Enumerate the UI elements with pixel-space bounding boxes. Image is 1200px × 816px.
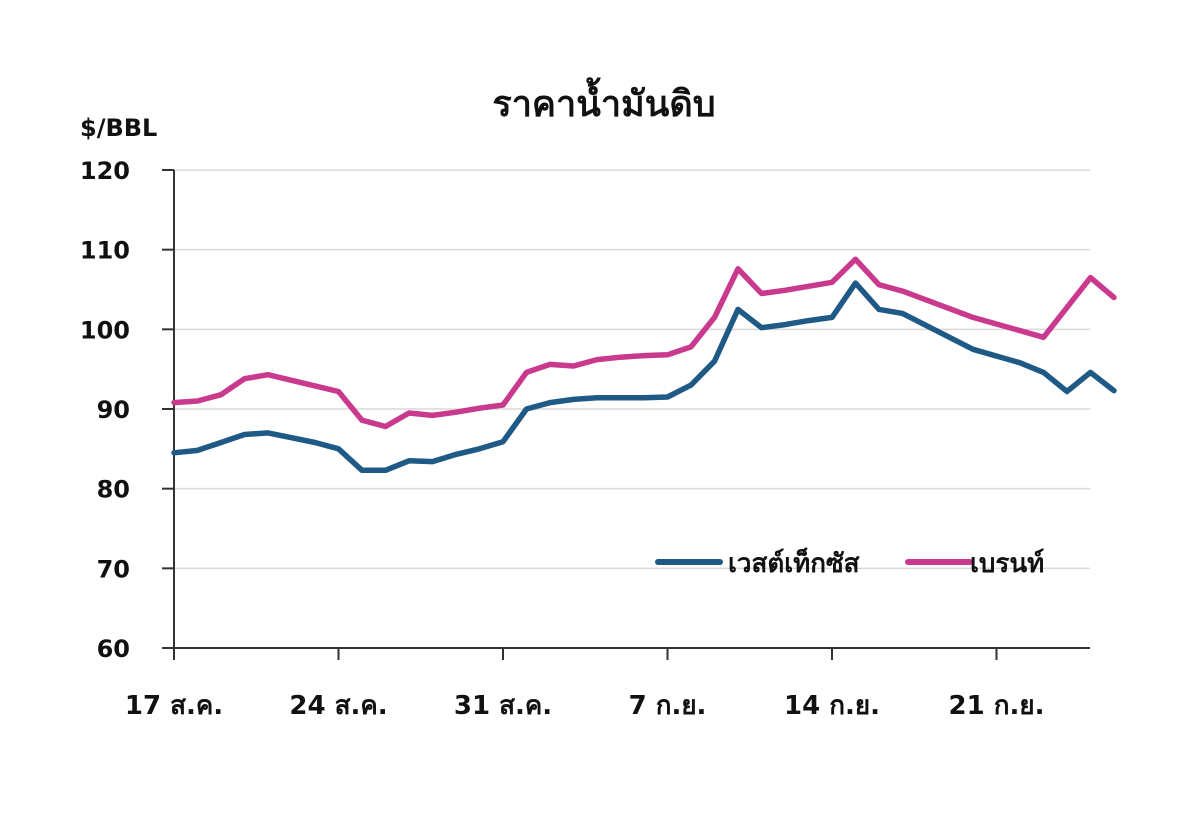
chart-title: ราคาน้ำมันดิบ	[492, 77, 715, 125]
y-tick-label: 70	[97, 555, 130, 583]
y-tick-label: 80	[97, 476, 130, 504]
axis-layer: 60 70 80 90 100 110 120 17 ส.ค. 24 ส.ค. 31 ส.ค. 7 …	[80, 157, 1090, 721]
y-tick-label: 100	[80, 316, 130, 344]
series-line-2	[171, 256, 1117, 430]
y-tick-label: 120	[80, 157, 130, 185]
y-tick-label: 90	[97, 396, 130, 424]
legend: เวสต์เท็กซัส เบรนท์	[655, 547, 1044, 579]
y-tick-label: 110	[80, 237, 130, 265]
x-tick-label: 7 ก.ย.	[629, 691, 707, 721]
grid-layer	[174, 169, 1090, 570]
y-axis-unit-label: $/BBL	[80, 114, 157, 142]
x-tick-label: 21 ก.ย.	[949, 691, 1045, 721]
x-tick-label: 14 ก.ย.	[784, 691, 880, 721]
x-tick-label: 24 ส.ค.	[289, 691, 387, 721]
legend-label-2: เบรนท์	[970, 548, 1044, 579]
series-line-1	[171, 280, 1117, 474]
series-layer	[171, 256, 1117, 474]
x-tick-label: 17 ส.ค.	[125, 691, 223, 721]
legend-label-1: เวสต์เท็กซัส	[728, 547, 860, 579]
y-tick-label: 60	[97, 635, 130, 663]
x-tick-label: 31 ส.ค.	[454, 691, 552, 721]
